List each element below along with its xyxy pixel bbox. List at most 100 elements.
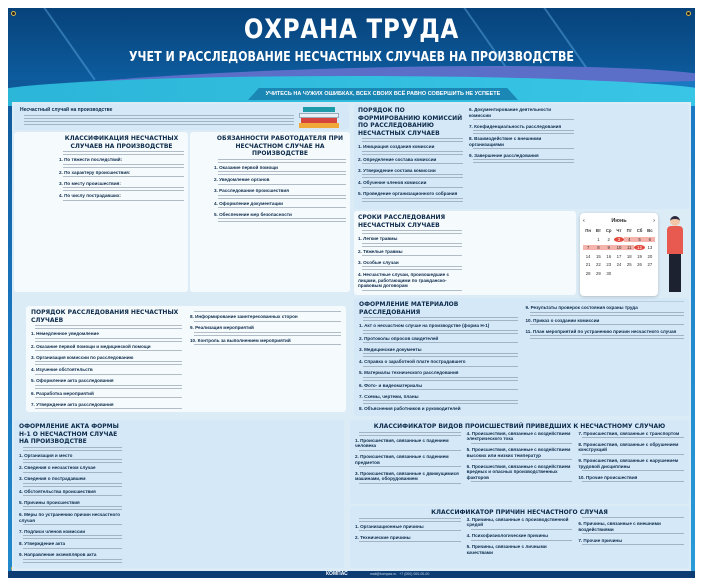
section-item-title: 2. Сведения о несчастном случае	[19, 465, 96, 470]
calendar-day[interactable]: 4	[624, 236, 635, 242]
calendar-day[interactable]: 6	[644, 236, 655, 242]
section-item-title: 1. Легкие травмы	[358, 236, 398, 241]
section-item-text	[194, 331, 341, 336]
section-item-text	[63, 176, 184, 179]
section-item-title: 4. Психофизиологические причины	[466, 533, 548, 538]
calendar-day[interactable]: 22	[596, 262, 601, 267]
section-item-title: 8. Происшествия, связанные с обрушением …	[578, 441, 679, 453]
section-item-text	[359, 530, 461, 533]
section-title: КЛАССИФИКАЦИЯ НЕСЧАСТНЫХ СЛУЧАЕВ НА ПРОИ…	[64, 135, 179, 150]
next-month-icon[interactable]: ›	[653, 218, 655, 224]
calendar-day[interactable]: 19	[637, 253, 642, 259]
section-item-text	[194, 320, 341, 323]
section-item-title: 4. По числу пострадавших:	[59, 193, 121, 198]
section-item-text	[529, 324, 684, 327]
calendar-day[interactable]: 28	[585, 270, 591, 276]
calendar-day[interactable]: 26	[637, 262, 642, 267]
footer-email[interactable]: mail@kompas.ru	[370, 572, 397, 576]
section-item-text	[23, 495, 122, 498]
prev-month-icon[interactable]: ‹	[583, 218, 585, 224]
section-item-text	[194, 344, 341, 347]
section-item-text	[218, 194, 346, 199]
section-item-text	[23, 558, 122, 563]
calendar-day[interactable]: 1	[597, 236, 600, 242]
weekday-label: Пн	[585, 228, 591, 233]
section-item-text	[470, 528, 573, 531]
deadlines-section: СРОКИ РАССЛЕДОВАНИЯ НЕСЧАСТНЫХ СЛУЧАЕВ 1.…	[354, 211, 576, 295]
section-item-text	[23, 506, 122, 510]
calendar-day[interactable]: 17	[616, 253, 622, 259]
section-item-text	[363, 353, 518, 357]
section-item-title: 3. Утверждение состава комиссии	[358, 167, 436, 173]
calendar-day[interactable]: 23	[606, 262, 612, 267]
calendar-day[interactable]: 8	[593, 245, 604, 250]
section-item-text	[470, 481, 573, 484]
calendar-day[interactable]: 20	[647, 253, 653, 259]
section-text	[63, 151, 184, 155]
section-item-title: 9. Происшествия, связанные с нарушением …	[578, 458, 679, 469]
section-title: ОФОРМЛЕНИЕ АКТА ФОРМЫ Н-1 О НЕСЧАСТНОМ С…	[19, 423, 119, 445]
calendar-day[interactable]: 7	[583, 245, 594, 250]
page-title: ОХРАНА ТРУДА	[243, 14, 460, 45]
section-item-title: 4. Несчастные случаи, произошедшие с лиц…	[358, 272, 449, 288]
commission-section: ПОРЯДОК ПО ФОРМИРОВАНИЮ КОМИССИЙ ПО РАСС…	[354, 104, 689, 209]
calendar-day[interactable]: 24	[616, 262, 622, 267]
calendar-day[interactable]: 18	[626, 253, 632, 259]
calendar-day[interactable]: 27	[647, 262, 653, 267]
section-item-title: 7. Прочие причины	[578, 537, 623, 543]
intro: Несчастный случай на производстве	[14, 104, 349, 130]
section-item-title: 10. Приказ о создании комиссии	[525, 317, 600, 323]
footer-logo: КОМПАС	[326, 571, 348, 577]
section-item-text	[63, 187, 184, 191]
section-item-text	[582, 544, 684, 547]
calendar-day[interactable]: 3	[613, 236, 625, 242]
section-item-title: 6. Фото- и видеоматериалы	[359, 382, 423, 388]
calendar-day[interactable]: 30	[606, 270, 612, 276]
section-item-title: 8. Утверждение акта	[19, 541, 66, 546]
act-section: ОФОРМЛЕНИЕ АКТА ФОРМЫ Н-1 О НЕСЧАСТНОМ С…	[14, 420, 344, 568]
calendar-day[interactable]: 21	[585, 262, 591, 267]
section-item-title: 9. Направление экземпляров акта	[19, 552, 97, 557]
content: Несчастный случай на производстве КЛАССИ…	[12, 102, 691, 572]
grommet-icon	[11, 11, 16, 16]
section-item-title: 1. Происшествия, связанные с падением че…	[355, 437, 449, 449]
section-item-title: 3. Причины, связанные с производственной…	[466, 516, 569, 528]
section-item-title: 2. Технические причины	[355, 534, 411, 540]
classification-section: КЛАССИФИКАЦИЯ НЕСЧАСТНЫХ СЛУЧАЕВ НА ПРОИ…	[14, 132, 188, 292]
calendar-day[interactable]: 9	[603, 245, 614, 250]
section-item-title: 2. Протоколы опросов свидетелей	[359, 335, 439, 341]
section-item-title: 10. Прочие происшествия	[578, 474, 638, 480]
procedure-section: ПОРЯДОК РАССЛЕДОВАНИЯ НЕСЧАСТНЫХ СЛУЧАЕВ…	[26, 306, 346, 412]
section-item-text	[470, 539, 573, 542]
section-item-text	[363, 400, 518, 404]
section-item-title: 9. Результаты проверок состояния охраны …	[525, 305, 638, 310]
section-item-title: 1. Организационные причины	[355, 523, 424, 529]
section-item-text	[218, 218, 346, 222]
section-item-title: 1. Акт о несчастном случае на производст…	[359, 323, 490, 328]
section-item-title: 5. Причины, связанные с личными качества…	[466, 544, 547, 555]
section-item-text	[63, 163, 184, 168]
calendar-day[interactable]: 14	[585, 253, 591, 259]
calendar-day[interactable]: 25	[626, 262, 632, 267]
section-item-title: 11. План мероприятий по устранению причи…	[525, 328, 677, 334]
calendar-day[interactable]: 29	[596, 270, 601, 276]
section-item-title: 2. Определение состава комиссии	[358, 156, 437, 162]
calendar-day[interactable]: 12	[634, 245, 645, 250]
duties-section: ОБЯЗАННОСТИ РАБОТОДАТЕЛЯ ПРИ НЕСЧАСТНОМ …	[190, 132, 350, 292]
calendar-day[interactable]: 11	[624, 245, 635, 250]
calendar-day[interactable]: 13	[647, 245, 653, 250]
section-item-title: 7. Подписи членов комиссии	[19, 528, 86, 534]
calendar-day[interactable]: 16	[606, 253, 612, 259]
causes-section: КЛАССИФИКАТОР ПРИЧИН НЕСЧАСТНОГО СЛУЧАЯ 1…	[350, 506, 689, 568]
section-text	[359, 517, 461, 522]
section-item-text	[529, 335, 684, 339]
section-text	[218, 158, 346, 163]
tagline: УЧИТЕСЬ НА ЧУЖИХ ОШИБКАХ, ВСЕХ СВОИХ ВСЁ…	[248, 88, 518, 100]
calendar-day[interactable]: 15	[596, 253, 601, 259]
section-title: КЛАССИФИКАТОР ВИДОВ ПРОИСШЕСТВИЙ ПРИВЕДШ…	[373, 423, 666, 430]
section-text	[362, 138, 463, 142]
calendar-day[interactable]: 5	[634, 236, 645, 242]
intro-term: Несчастный случай на производстве	[20, 107, 113, 113]
calendar-day[interactable]: 10	[613, 245, 625, 250]
calendar-day[interactable]: 2	[607, 236, 610, 242]
